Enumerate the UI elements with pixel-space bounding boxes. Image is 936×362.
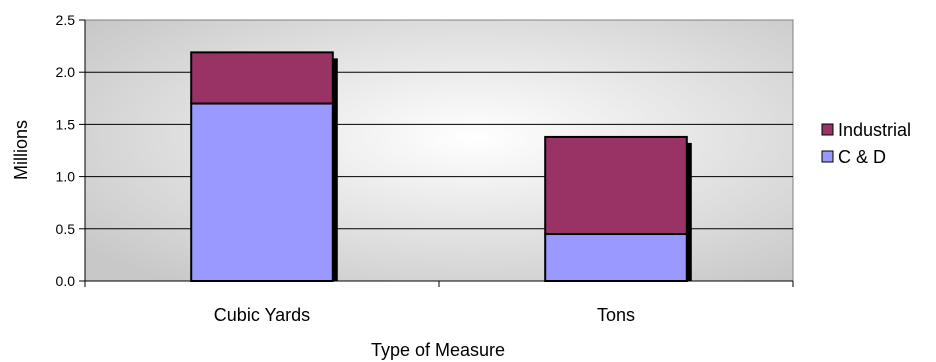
- legend-swatch: [821, 123, 834, 136]
- x-tick-labels: Cubic Yards Tons: [214, 305, 635, 325]
- legend-swatch: [821, 150, 834, 163]
- y-tick-label: 1.0: [56, 169, 76, 185]
- bar-industrial: [544, 135, 688, 236]
- legend-label: C & D: [838, 147, 886, 167]
- y-tick-label: 2.5: [56, 12, 76, 28]
- axes: [79, 19, 794, 287]
- y-axis-title: Millions: [11, 120, 31, 180]
- y-tick-labels: 0.0 0.5 1.0 1.5 2.0 2.5: [56, 12, 76, 289]
- y-tick-label: 0.0: [56, 273, 76, 289]
- x-tick-label: Cubic Yards: [214, 305, 310, 325]
- bar-c-d: [544, 233, 688, 283]
- x-axis-title: Type of Measure: [371, 340, 505, 360]
- bar-c-d: [190, 102, 334, 282]
- legend-label: Industrial: [838, 120, 911, 140]
- legend: Industrial C & D: [821, 120, 911, 167]
- y-tick-label: 1.5: [56, 116, 76, 132]
- y-tick-label: 2.0: [56, 64, 76, 80]
- x-tick-label: Tons: [597, 305, 635, 325]
- y-tick-label: 0.5: [56, 221, 76, 237]
- bar-industrial: [190, 51, 334, 105]
- bars: [190, 51, 692, 283]
